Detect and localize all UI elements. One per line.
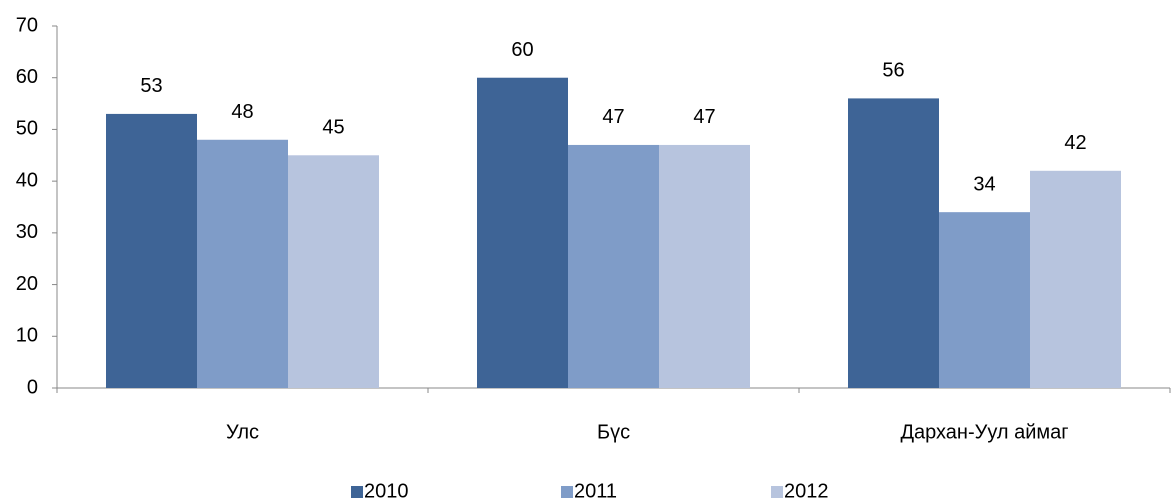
y-tick-label: 50 (16, 118, 38, 140)
data-label: 60 (511, 39, 533, 61)
data-label: 45 (322, 117, 344, 139)
data-label: 34 (973, 173, 995, 195)
x-tick-label: Бүс (597, 421, 630, 443)
bar (288, 155, 379, 388)
data-label: 53 (140, 75, 162, 97)
bar (1030, 170, 1121, 388)
y-tick-label: 20 (16, 273, 38, 295)
legend-marker (771, 486, 783, 498)
bar (477, 77, 568, 388)
y-tick-label: 60 (16, 66, 38, 88)
bar (848, 98, 939, 389)
legend-marker (351, 486, 363, 498)
x-tick-label: Улс (226, 421, 259, 443)
bar (568, 144, 659, 388)
bar (939, 212, 1030, 388)
legend-label: 2010 (364, 480, 409, 502)
legend-label: 2011 (574, 480, 617, 502)
y-tick-label: 40 (16, 169, 38, 191)
data-label: 47 (602, 106, 624, 128)
y-tick-label: 10 (16, 325, 38, 347)
y-tick-label: 70 (16, 14, 38, 36)
data-label: 48 (231, 101, 253, 123)
data-label: 47 (693, 106, 715, 128)
bar (659, 144, 750, 388)
data-label: 56 (882, 60, 904, 82)
x-tick-label: Дархан-Уул аймаг (900, 421, 1068, 443)
legend-marker (561, 486, 573, 498)
bar (197, 139, 288, 388)
y-tick-label: 0 (27, 376, 38, 398)
y-tick-label: 30 (16, 221, 38, 243)
bar (106, 113, 197, 389)
legend-label: 2012 (784, 480, 829, 502)
data-label: 42 (1064, 132, 1086, 154)
